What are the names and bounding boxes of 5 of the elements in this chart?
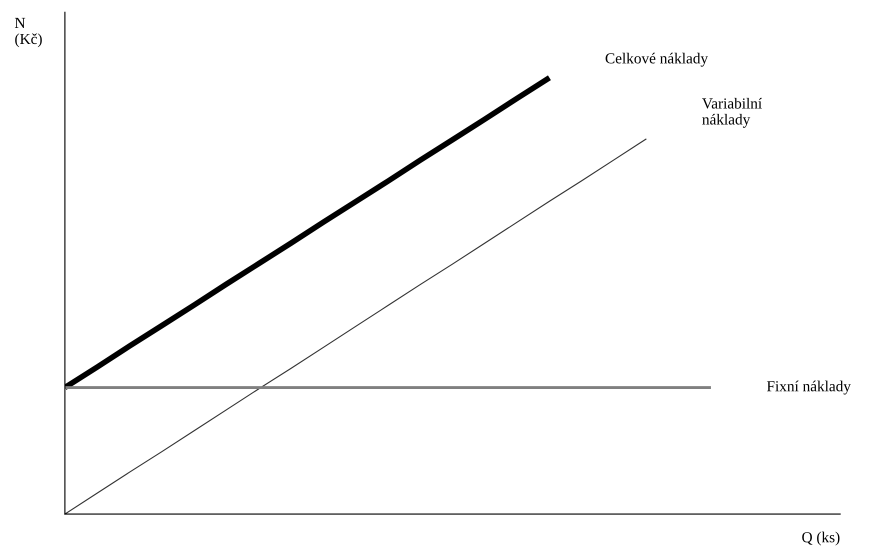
text: Variabilní náklady: [702, 98, 762, 128]
x-axis-title: Q (ks): [802, 532, 840, 546]
text: Fixní náklady: [766, 380, 851, 395]
y-axis-title: N (Kč): [14, 18, 42, 48]
text: Celkové náklady: [606, 52, 708, 67]
